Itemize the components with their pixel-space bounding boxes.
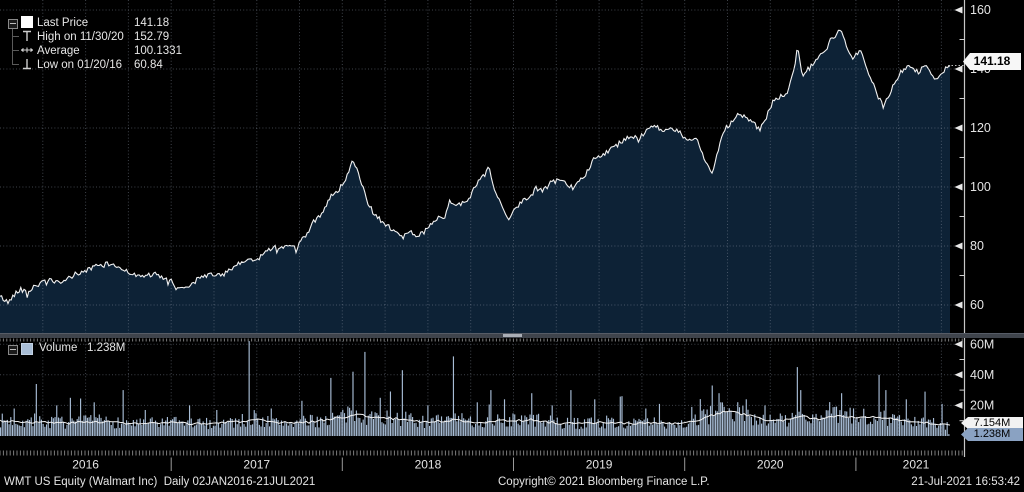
copyright-text: Copyright© 2021 Bloomberg Finance L.P. (498, 476, 710, 488)
volume-swatch-icon (21, 343, 33, 355)
svg-text:120: 120 (970, 121, 991, 135)
volume-legend-collapse-icon[interactable] (8, 345, 18, 355)
legend-tree-stub (12, 50, 19, 51)
legend-value: 100.1331 (134, 44, 182, 57)
legend-label: Low on 01/20/16 (37, 58, 123, 71)
legend-value: 152.79 (134, 30, 170, 43)
svg-text:2017: 2017 (243, 458, 270, 472)
svg-text:60M: 60M (970, 337, 994, 351)
last-volume-axis-badge: 1.238M (961, 428, 1023, 441)
legend-tree-stub (12, 36, 19, 37)
average-marker-icon (21, 47, 33, 53)
security-description: WMT US Equity (Walmart Inc) Daily 02JAN2… (4, 476, 316, 488)
volume-ma-axis-badge: 7.154M (961, 417, 1023, 429)
legend-label: Last Price (37, 16, 89, 29)
svg-text:2021: 2021 (903, 458, 930, 472)
legend-value: 60.84 (134, 58, 163, 71)
svg-text:100: 100 (970, 180, 991, 194)
date-tick-rows (0, 338, 963, 456)
volume-ma-line (0, 410, 951, 426)
legend-tree-stub (12, 64, 19, 65)
svg-text:2018: 2018 (415, 458, 442, 472)
legend-tree-line (12, 29, 13, 65)
timestamp: 21-Jul-2021 16:53:42 (911, 476, 1020, 488)
svg-text:60: 60 (970, 298, 984, 312)
legend-collapse-icon[interactable] (8, 19, 18, 29)
svg-text:2019: 2019 (586, 458, 613, 472)
price-area-fill (0, 30, 950, 334)
volume-legend-value: 1.238M (87, 342, 126, 354)
last-price-axis-badge: 141.18 (963, 53, 1021, 70)
svg-text:2016: 2016 (72, 458, 99, 472)
price-line-series[interactable] (0, 29, 951, 305)
right-price-axis: 608010012014016020M40M60M (954, 0, 994, 457)
chart-canvas[interactable]: 608010012014016020M40M60M201620172018201… (0, 0, 1024, 473)
volume-pane[interactable] (0, 341, 951, 437)
status-bar: WMT US Equity (Walmart Inc) Daily 02JAN2… (0, 473, 1024, 492)
legend-label: Average (37, 44, 80, 57)
last-price-swatch-icon (21, 16, 33, 28)
x-axis-years: 2016 2017 2018 2019 2020 2021 (72, 457, 930, 472)
svg-text:20M: 20M (970, 399, 994, 413)
price-pane[interactable] (0, 29, 951, 334)
svg-text:2020: 2020 (757, 458, 784, 472)
volume-legend-label: Volume (39, 342, 78, 354)
svg-text:40M: 40M (970, 368, 994, 382)
low-marker-icon (23, 59, 31, 70)
svg-text:80: 80 (970, 239, 984, 253)
legend-value: 141.18 (134, 16, 170, 29)
pane-separator-handle[interactable] (503, 334, 522, 337)
svg-text:160: 160 (970, 3, 991, 17)
legend-label: High on 11/30/20 (37, 30, 124, 43)
high-marker-icon (23, 30, 31, 41)
